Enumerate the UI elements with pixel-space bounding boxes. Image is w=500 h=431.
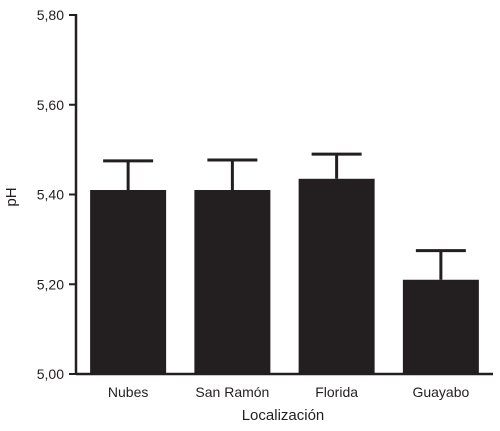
bar xyxy=(298,178,375,374)
y-tick-label: 5,00 xyxy=(37,366,64,382)
x-tick-label: Nubes xyxy=(108,384,148,400)
bars xyxy=(90,178,479,374)
error-bars xyxy=(103,152,466,280)
y-tick-label: 5,40 xyxy=(37,187,64,203)
y-axis-title: pH xyxy=(3,187,20,206)
x-tick-label: San Ramón xyxy=(195,384,269,400)
x-tick-label: Guayabo xyxy=(412,384,469,400)
bar xyxy=(194,190,271,374)
bar xyxy=(402,279,479,374)
y-tick-label: 5,80 xyxy=(37,7,64,23)
y-tick-label: 5,20 xyxy=(37,276,64,292)
bar xyxy=(90,190,167,374)
y-tick-label: 5,60 xyxy=(37,97,64,113)
x-axis-tick-labels: Nubes San Ramón Florida Guayabo xyxy=(108,384,470,400)
x-axis-title: Localización xyxy=(242,407,325,424)
x-tick-label: Florida xyxy=(315,384,358,400)
y-axis-ticks: 5,00 5,20 5,40 5,60 5,80 xyxy=(37,7,76,382)
